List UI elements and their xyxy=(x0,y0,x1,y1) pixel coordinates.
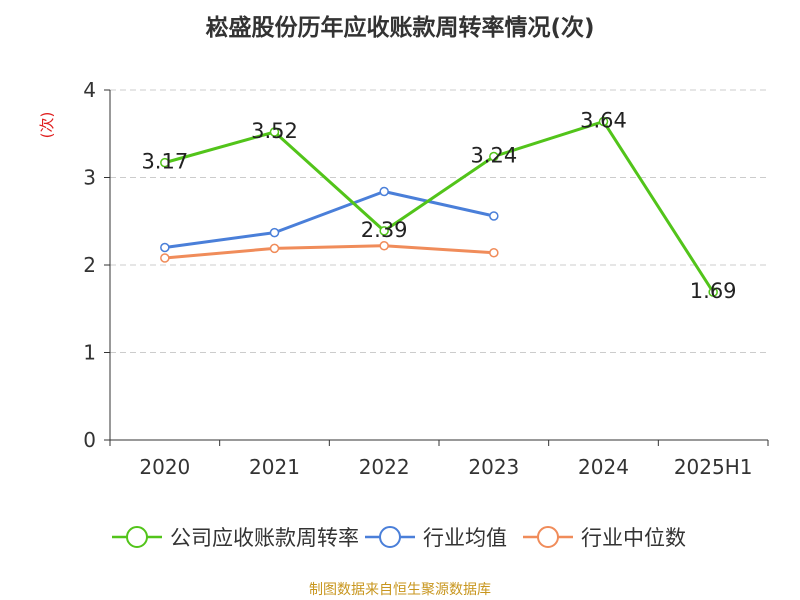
series-line xyxy=(164,190,495,249)
data-label: 2.39 xyxy=(361,218,408,242)
legend-label: 公司应收账款周转率 xyxy=(170,526,359,550)
axes: 0 1 2 3 4 (次) 2020 2021 2022 2023 2024 2025H1 xyxy=(38,78,769,479)
data-point xyxy=(598,116,609,127)
data-point xyxy=(489,211,499,221)
x-tick-label: 2025H1 xyxy=(674,455,753,479)
y-tick-label: 2 xyxy=(83,253,96,277)
data-point xyxy=(379,241,389,251)
data-point xyxy=(269,227,280,238)
data-point xyxy=(160,253,170,263)
series-line xyxy=(164,120,715,293)
data-label: 3.64 xyxy=(580,109,627,133)
y-tick-label: 3 xyxy=(83,166,96,190)
legend-label: 行业均值 xyxy=(423,526,507,550)
data-point xyxy=(160,157,170,168)
data-point xyxy=(379,186,389,197)
data-point xyxy=(708,287,718,297)
data-point xyxy=(379,226,389,236)
y-tick-label: 0 xyxy=(83,428,96,452)
data-point xyxy=(269,243,280,254)
y-axis-label: (次) xyxy=(38,112,56,139)
series-lines xyxy=(160,116,718,297)
x-tick-label: 2021 xyxy=(249,455,300,479)
data-label: 3.52 xyxy=(251,119,298,143)
data-point xyxy=(489,248,499,258)
legend-marker xyxy=(126,526,148,548)
data-label: 1.69 xyxy=(690,279,737,303)
x-tick-label: 2020 xyxy=(139,455,190,479)
data-label: 3.17 xyxy=(141,150,188,174)
chart-title: 崧盛股份历年应收账款周转率情况(次) xyxy=(205,15,595,41)
y-tick-label: 4 xyxy=(83,78,96,102)
source-note: 制图数据来自恒生聚源数据库 xyxy=(309,582,491,598)
data-label: 3.24 xyxy=(470,144,517,168)
legend: 公司应收账款周转率 行业均值 行业中位数 xyxy=(112,526,686,550)
legend-label: 行业中位数 xyxy=(581,526,686,550)
data-point xyxy=(160,242,170,253)
legend-marker xyxy=(537,526,559,548)
series-line xyxy=(164,244,494,260)
y-tick-label: 1 xyxy=(83,341,96,365)
data-labels: 3.17 3.52 2.39 3.24 3.64 1.69 xyxy=(141,109,736,304)
data-point xyxy=(269,127,280,137)
legend-marker xyxy=(379,526,401,548)
data-point xyxy=(489,151,499,162)
x-tick-label: 2024 xyxy=(578,455,629,479)
x-tick-label: 2022 xyxy=(359,455,410,479)
x-tick-label: 2023 xyxy=(468,455,519,479)
